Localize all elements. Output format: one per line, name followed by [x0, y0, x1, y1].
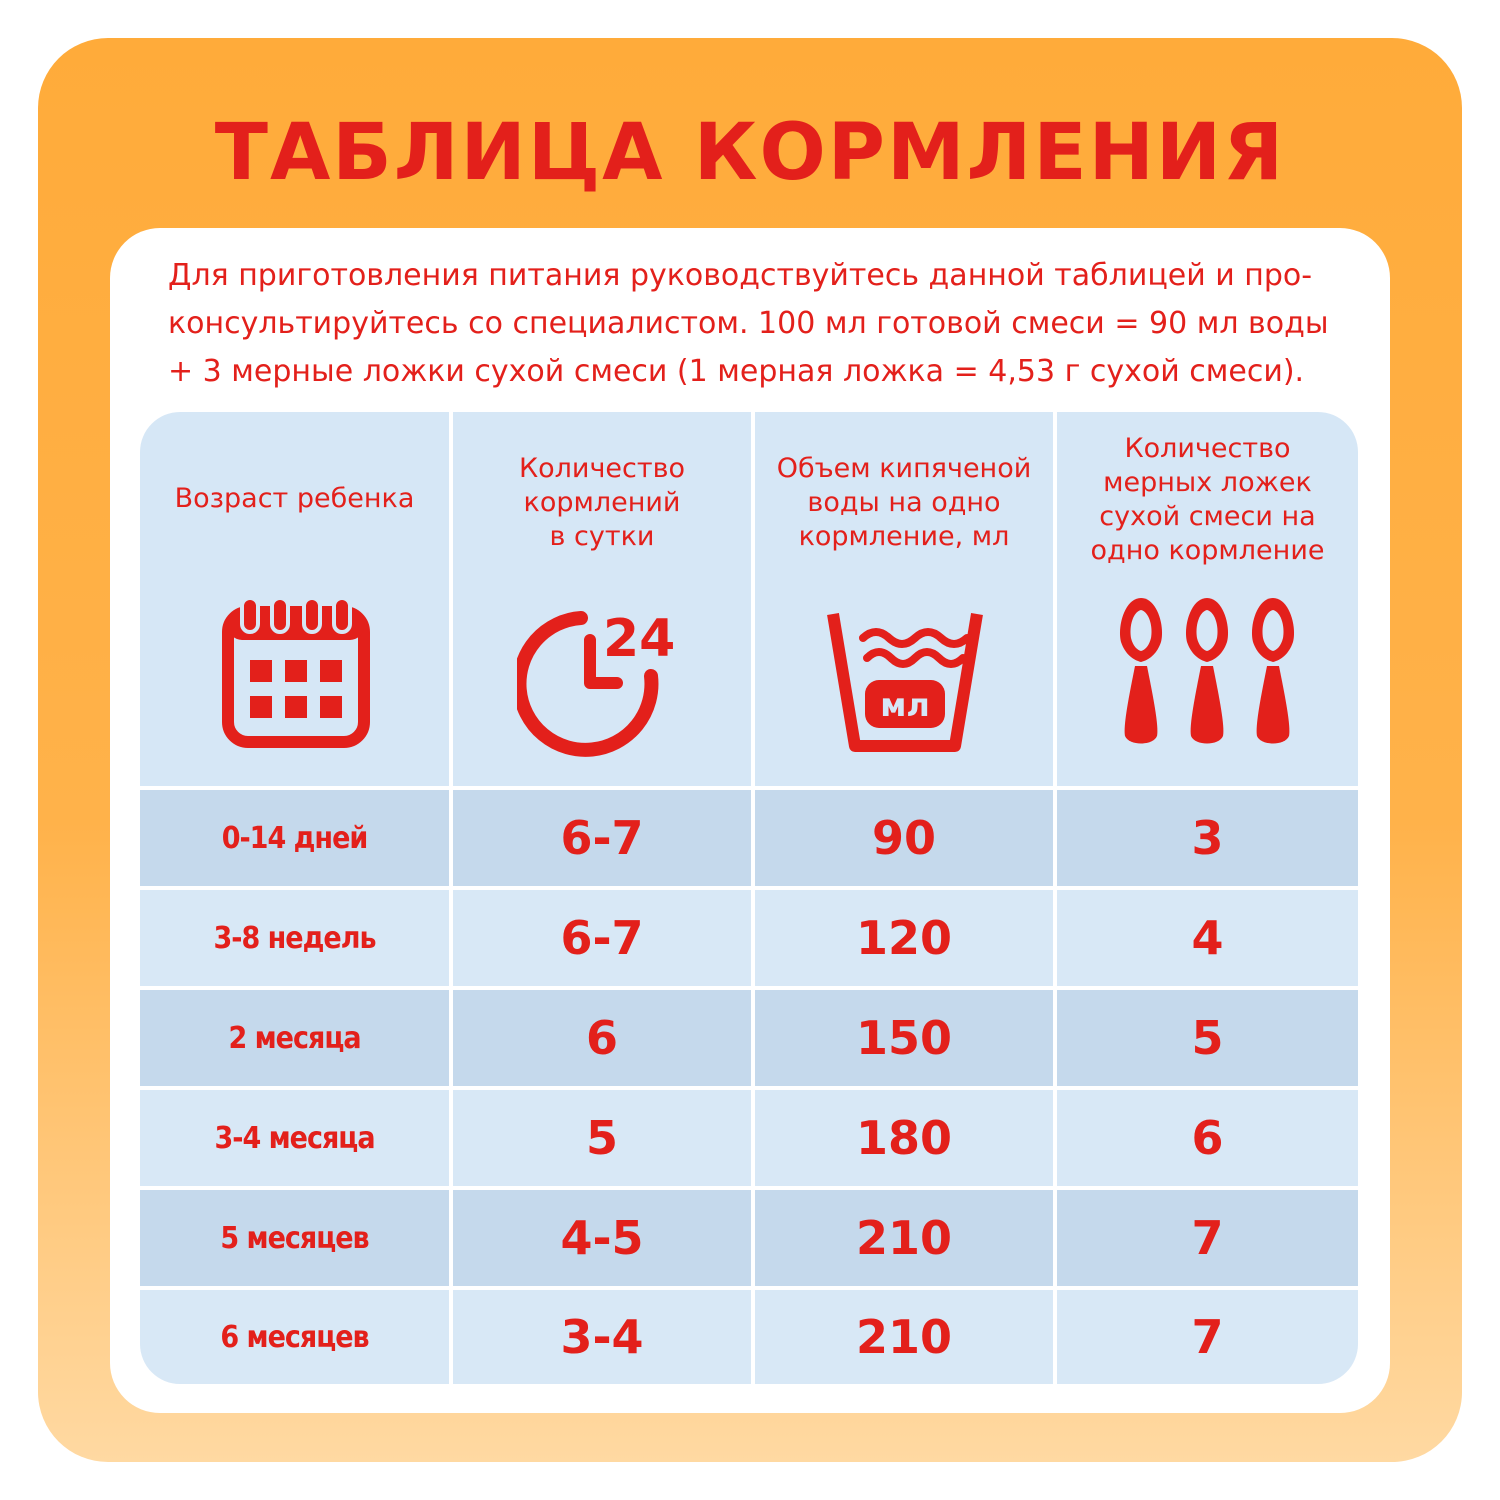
- water-cell: 150: [755, 990, 1053, 1086]
- svg-text:24: 24: [603, 609, 675, 669]
- spoons-cell: 4: [1057, 890, 1358, 986]
- feedings-cell: 4-5: [453, 1190, 751, 1286]
- header-age: Возраст ребенка: [140, 412, 449, 786]
- age-cell: 0-14 дней: [140, 790, 449, 886]
- header-water: Объем кипяченой воды на одно кормление, …: [755, 412, 1053, 786]
- header-spoons-line: одно кормление: [1090, 535, 1325, 566]
- spoons-icon: [1117, 596, 1301, 748]
- svg-text:мл: мл: [880, 686, 930, 724]
- header-spoons: Количество мерных ложек сухой смеси на о…: [1057, 412, 1358, 786]
- page-title: ТАБЛИЦА КОРМЛЕНИЯ: [214, 108, 1286, 198]
- spoons-cell: 5: [1057, 990, 1358, 1086]
- header-feedings-line: кормлений: [523, 487, 681, 518]
- water-cell: 210: [755, 1290, 1053, 1384]
- header-feedings-line: в сутки: [549, 521, 655, 552]
- spoons-cell: 7: [1057, 1290, 1358, 1384]
- feedings-cell: 6: [453, 990, 751, 1086]
- header-feedings: Количество кормлений в сутки 24: [453, 412, 751, 786]
- feeding-table: Возраст ребенка Количество кормлений: [140, 412, 1358, 1384]
- water-cell: 90: [755, 790, 1053, 886]
- water-cell: 210: [755, 1190, 1053, 1286]
- feedings-cell: 3-4: [453, 1290, 751, 1384]
- spoons-cell: 6: [1057, 1090, 1358, 1186]
- header-water-line: кормление, мл: [798, 521, 1010, 552]
- intro-line: Для приготовления питания руководствуйте…: [168, 258, 1313, 293]
- clock-24-icon: 24: [517, 598, 697, 758]
- header-age-label: Возраст ребенка: [174, 483, 415, 514]
- header-spoons-line: Количество: [1124, 433, 1291, 464]
- calendar-icon: [222, 598, 370, 748]
- feedings-cell: 6-7: [453, 890, 751, 986]
- age-cell: 6 месяцев: [140, 1290, 449, 1384]
- header-spoons-line: сухой смеси на: [1099, 501, 1316, 532]
- header-spoons-line: мерных ложек: [1103, 467, 1312, 498]
- age-cell: 3-4 месяца: [140, 1090, 449, 1186]
- intro-text: Для приготовления питания руководствуйте…: [168, 252, 1348, 396]
- age-cell: 3-8 недель: [140, 890, 449, 986]
- feedings-cell: 5: [453, 1090, 751, 1186]
- age-cell: 5 месяцев: [140, 1190, 449, 1286]
- header-water-line: воды на одно: [807, 487, 1001, 518]
- water-cell: 120: [755, 890, 1053, 986]
- feedings-cell: 6-7: [453, 790, 751, 886]
- spoons-cell: 3: [1057, 790, 1358, 886]
- water-cell: 180: [755, 1090, 1053, 1186]
- intro-line: консультируйтесь со специалистом. 100 мл…: [168, 306, 1329, 341]
- age-cell: 2 месяца: [140, 990, 449, 1086]
- intro-line: + 3 мерные ложки сухой смеси (1 мерная л…: [168, 354, 1305, 389]
- spoons-cell: 7: [1057, 1190, 1358, 1286]
- water-container-icon: мл: [827, 608, 983, 754]
- header-feedings-line: Количество: [518, 453, 686, 484]
- header-water-line: Объем кипяченой: [776, 453, 1032, 484]
